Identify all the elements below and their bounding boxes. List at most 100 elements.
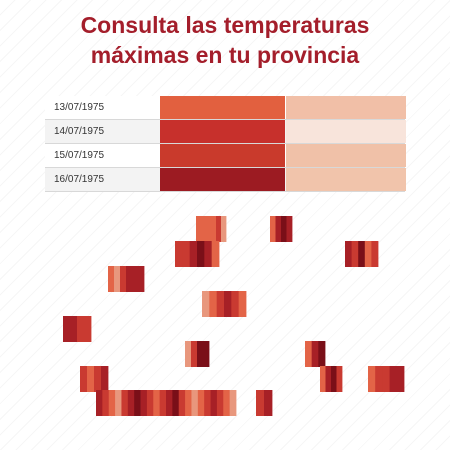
table-row[interactable]: 13/07/1975 <box>45 96 406 120</box>
province-strip <box>211 241 220 267</box>
province-strip <box>84 316 92 342</box>
province-strip <box>120 266 127 292</box>
province-strip <box>216 390 224 416</box>
province-strip <box>336 366 343 392</box>
province-strip <box>191 390 199 416</box>
province-strip <box>126 266 133 292</box>
province-strip <box>189 241 198 267</box>
province-strip <box>209 291 218 317</box>
province-strip <box>132 266 139 292</box>
temperature-bar-primary <box>160 96 285 119</box>
table-row[interactable]: 16/07/1975 <box>45 168 406 192</box>
temperature-bar-secondary <box>286 120 406 143</box>
province-strip <box>351 241 359 267</box>
province-strip <box>114 266 121 292</box>
province-strip <box>358 241 366 267</box>
province-strip <box>256 390 265 416</box>
province-strip <box>196 216 202 242</box>
table-row[interactable]: 15/07/1975 <box>45 144 406 168</box>
temperature-bar-secondary <box>286 96 406 119</box>
title-line-1: Consulta las temperaturas <box>80 12 370 38</box>
province-strip <box>108 390 116 416</box>
province-strip <box>368 366 376 392</box>
province-strip <box>166 390 173 416</box>
temperature-bar-secondary <box>286 168 406 191</box>
province-strip <box>371 241 379 267</box>
province-strip <box>382 366 390 392</box>
temperature-bar-primary <box>160 120 285 143</box>
province-strip <box>364 241 372 267</box>
province-strip <box>216 216 222 242</box>
province-strip <box>140 390 148 416</box>
province-strip <box>197 390 205 416</box>
province-strip <box>159 390 167 416</box>
province-strip <box>115 390 122 416</box>
province-strip <box>80 366 88 392</box>
province-strip <box>210 390 218 416</box>
temperature-bar-secondary <box>286 144 406 167</box>
province-strip <box>182 241 191 267</box>
province-strip <box>153 390 161 416</box>
temperature-table: 13/07/1975 14/07/1975 15/07/1975 16/07/1… <box>45 96 406 192</box>
province-strip <box>121 390 129 416</box>
province-strip <box>77 316 85 342</box>
province-strip <box>191 341 198 367</box>
province-strip <box>96 390 103 416</box>
province-strip <box>231 291 240 317</box>
province-strip <box>275 216 282 242</box>
province-strip <box>204 390 211 416</box>
province-strip <box>229 390 237 416</box>
province-strip <box>270 216 276 242</box>
province-strip <box>87 366 95 392</box>
province-strip <box>224 291 232 317</box>
province-strip <box>223 390 231 416</box>
province-strip <box>375 366 383 392</box>
province-strip <box>325 366 332 392</box>
province-strip <box>216 291 225 317</box>
province-strip <box>185 341 192 367</box>
province-strip <box>202 291 210 317</box>
province-strip <box>197 341 204 367</box>
table-row[interactable]: 14/07/1975 <box>45 120 406 144</box>
province-strip <box>211 216 217 242</box>
province-strip <box>175 241 183 267</box>
province-strip <box>102 390 110 416</box>
province-strip <box>203 341 210 367</box>
province-strip <box>70 316 78 342</box>
province-strip <box>197 241 205 267</box>
province-strip <box>204 241 213 267</box>
province-strip <box>134 390 141 416</box>
province-strip <box>389 366 398 392</box>
province-strip <box>108 266 115 292</box>
province-strip <box>101 366 109 392</box>
province-strip <box>318 341 326 367</box>
province-strip <box>286 216 293 242</box>
province-strip <box>281 216 287 242</box>
province-strip <box>127 390 135 416</box>
row-date: 13/07/1975 <box>54 102 105 113</box>
province-strip <box>63 316 71 342</box>
province-strip <box>221 216 227 242</box>
province-strip <box>138 266 145 292</box>
province-strip <box>201 216 207 242</box>
province-strip <box>396 366 405 392</box>
province-strip <box>178 390 186 416</box>
province-strip <box>172 390 180 416</box>
province-strip <box>238 291 247 317</box>
province-strip <box>311 341 319 367</box>
page-title: Consulta las temperaturas máximas en tu … <box>0 10 450 70</box>
province-strip <box>320 366 326 392</box>
temperature-bar-primary <box>160 168 285 191</box>
temperature-bar-primary <box>160 144 285 167</box>
row-date: 15/07/1975 <box>54 150 105 161</box>
province-strip <box>94 366 102 392</box>
title-line-2: máximas en tu provincia <box>90 42 360 68</box>
province-strip <box>264 390 273 416</box>
province-strip <box>206 216 212 242</box>
province-strip <box>331 366 337 392</box>
province-strip <box>146 390 154 416</box>
province-strip <box>345 241 352 267</box>
province-strip <box>185 390 192 416</box>
row-date: 14/07/1975 <box>54 126 105 137</box>
